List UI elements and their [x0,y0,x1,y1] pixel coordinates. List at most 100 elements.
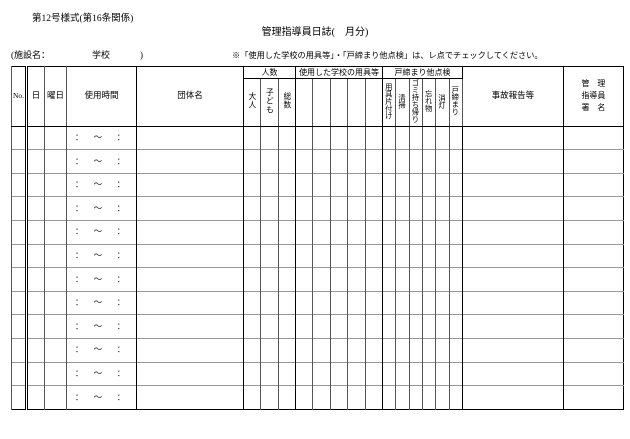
cell-check-lights[interactable] [435,172,450,197]
cell-equipment-3[interactable] [329,125,348,150]
cell-weekday[interactable] [44,196,67,221]
cell-check-tidyup[interactable] [382,243,396,268]
cell-children[interactable] [260,314,279,339]
cell-adults[interactable] [243,149,261,174]
cell-weekday[interactable] [44,385,67,410]
cell-accident-report[interactable] [461,337,564,363]
cell-equipment-3[interactable] [329,314,348,339]
cell-check-lights[interactable] [435,125,450,150]
cell-weekday[interactable] [44,243,67,268]
cell-accident-report[interactable] [461,314,564,339]
cell-total[interactable] [278,385,297,410]
cell-children[interactable] [260,267,279,292]
cell-equipment-1[interactable] [295,243,313,268]
cell-weekday[interactable] [44,314,67,339]
cell-check-trash[interactable] [408,385,423,410]
cell-signature[interactable] [562,196,624,221]
cell-children[interactable] [260,361,279,386]
cell-day[interactable] [26,290,45,315]
cell-accident-report[interactable] [461,219,564,245]
cell-equipment-4[interactable] [347,243,366,268]
cell-equipment-5[interactable] [364,385,384,410]
cell-equipment-1[interactable] [295,314,313,339]
cell-weekday[interactable] [44,149,67,174]
cell-no[interactable] [11,149,28,174]
cell-day[interactable] [26,196,45,221]
cell-check-lights[interactable] [435,267,450,292]
cell-signature[interactable] [562,219,624,245]
cell-adults[interactable] [243,172,261,197]
cell-usage-time[interactable]: ： ～ ： [65,125,138,150]
cell-equipment-4[interactable] [347,267,366,292]
cell-check-lost[interactable] [421,243,436,268]
cell-adults[interactable] [243,385,261,410]
cell-usage-time[interactable]: ： ～ ： [65,149,138,174]
cell-equipment-5[interactable] [364,149,384,174]
cell-usage-time[interactable]: ： ～ ： [65,314,138,339]
cell-equipment-1[interactable] [295,196,313,221]
cell-check-lights[interactable] [435,337,450,363]
cell-total[interactable] [278,149,297,174]
cell-equipment-3[interactable] [329,172,348,197]
cell-total[interactable] [278,361,297,386]
cell-children[interactable] [260,172,279,197]
cell-usage-time[interactable]: ： ～ ： [65,290,138,315]
cell-no[interactable] [11,385,28,410]
cell-check-tidyup[interactable] [382,267,396,292]
cell-check-lost[interactable] [421,314,436,339]
cell-check-lockup[interactable] [448,196,463,221]
cell-check-lockup[interactable] [448,361,463,386]
cell-no[interactable] [11,243,28,268]
cell-total[interactable] [278,267,297,292]
cell-no[interactable] [11,290,28,315]
cell-accident-report[interactable] [461,149,564,174]
cell-equipment-1[interactable] [295,385,313,410]
cell-adults[interactable] [243,243,261,268]
cell-check-cleaning[interactable] [395,290,410,315]
cell-usage-time[interactable]: ： ～ ： [65,361,138,386]
cell-equipment-2[interactable] [312,267,331,292]
cell-day[interactable] [26,172,45,197]
cell-check-trash[interactable] [408,172,423,197]
cell-group-name[interactable] [136,219,245,245]
cell-total[interactable] [278,125,297,150]
cell-signature[interactable] [562,314,624,339]
cell-check-lights[interactable] [435,385,450,410]
cell-adults[interactable] [243,337,261,363]
cell-usage-time[interactable]: ： ～ ： [65,219,138,245]
cell-group-name[interactable] [136,172,245,197]
cell-group-name[interactable] [136,149,245,174]
cell-equipment-5[interactable] [364,219,384,245]
cell-group-name[interactable] [136,361,245,386]
cell-adults[interactable] [243,125,261,150]
cell-children[interactable] [260,243,279,268]
cell-check-cleaning[interactable] [395,219,410,245]
cell-usage-time[interactable]: ： ～ ： [65,267,138,292]
cell-check-lockup[interactable] [448,337,463,363]
cell-check-cleaning[interactable] [395,361,410,386]
cell-group-name[interactable] [136,267,245,292]
cell-check-lockup[interactable] [448,149,463,174]
cell-check-lockup[interactable] [448,172,463,197]
cell-day[interactable] [26,314,45,339]
cell-group-name[interactable] [136,243,245,268]
cell-equipment-4[interactable] [347,314,366,339]
cell-group-name[interactable] [136,314,245,339]
cell-total[interactable] [278,314,297,339]
cell-check-cleaning[interactable] [395,125,410,150]
cell-no[interactable] [11,125,28,150]
cell-check-lights[interactable] [435,149,450,174]
cell-signature[interactable] [562,172,624,197]
cell-equipment-1[interactable] [295,337,313,363]
cell-equipment-1[interactable] [295,149,313,174]
cell-total[interactable] [278,243,297,268]
cell-equipment-3[interactable] [329,361,348,386]
cell-accident-report[interactable] [461,125,564,150]
cell-check-lost[interactable] [421,172,436,197]
cell-equipment-4[interactable] [347,385,366,410]
cell-accident-report[interactable] [461,267,564,292]
cell-equipment-3[interactable] [329,267,348,292]
cell-day[interactable] [26,149,45,174]
cell-equipment-1[interactable] [295,361,313,386]
cell-check-lost[interactable] [421,337,436,363]
